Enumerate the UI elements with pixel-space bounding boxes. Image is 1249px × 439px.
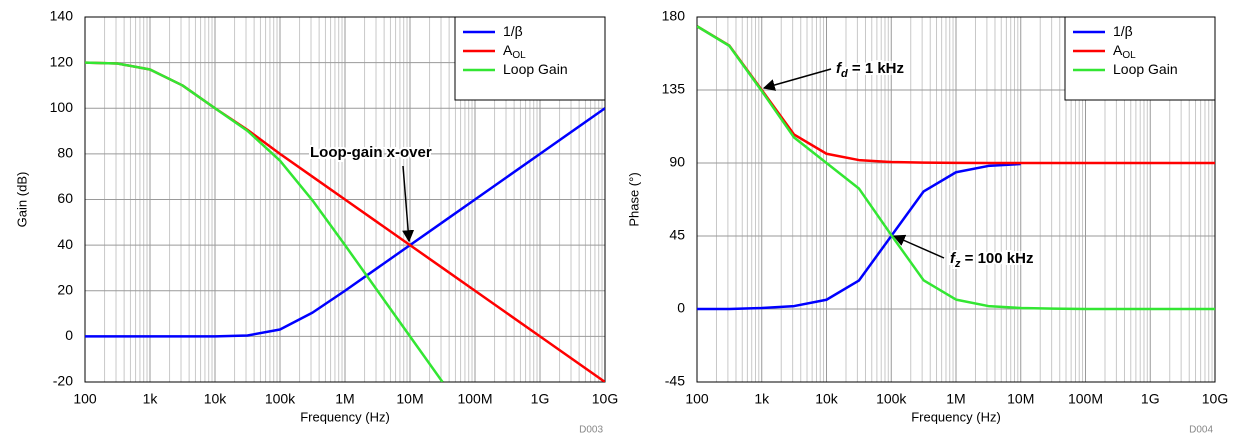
x-tick-label: 1M — [335, 391, 354, 407]
legend-label: AOL — [503, 42, 526, 61]
footnote: D004 — [1189, 425, 1213, 436]
annotation-rest: = 100 kHz — [961, 250, 1034, 267]
legend-box — [454, 16, 606, 101]
legend-label: 1/β — [503, 23, 523, 39]
y-tick-label: 180 — [662, 8, 686, 24]
x-tick-label: 100 — [685, 391, 709, 407]
x-tick-label: 100 — [73, 391, 97, 407]
x-tick-label: 100k — [265, 391, 296, 407]
annotation-arrow — [402, 165, 415, 243]
legend-name: Loop Gain — [503, 61, 568, 77]
x-axis-label: Frequency (Hz) — [911, 409, 1001, 424]
x-tick-label: 10k — [815, 391, 839, 407]
legend-name: Loop Gain — [1113, 61, 1178, 77]
y-tick-label: -20 — [53, 373, 73, 389]
y-tick-label: 140 — [50, 8, 74, 24]
y-tick-label: 120 — [50, 53, 74, 69]
annotation-symbol: f — [950, 250, 957, 267]
annotation-subscript: d — [841, 68, 848, 80]
x-tick-label: 100k — [876, 391, 907, 407]
x-tick-label: 10M — [1007, 391, 1034, 407]
footnote: D003 — [579, 425, 603, 436]
series-line — [697, 162, 1021, 311]
y-tick-label: 20 — [57, 281, 73, 297]
y-axis-label: Gain (dB) — [14, 172, 29, 228]
y-tick-label: 100 — [50, 99, 74, 115]
legend-subscript: OL — [512, 50, 526, 61]
y-tick-label: 40 — [57, 236, 73, 252]
y-tick-label: 135 — [662, 81, 686, 97]
legend-name: A — [503, 42, 513, 58]
annotation-symbol: f — [836, 60, 843, 77]
x-tick-label: 1k — [143, 391, 159, 407]
legend-box — [1064, 16, 1216, 101]
plot-frame — [696, 16, 1216, 383]
legend-label: 1/β — [1113, 23, 1133, 39]
series-line — [697, 25, 1215, 311]
annotation: fd = 1 kHz — [836, 60, 904, 80]
annotation-subscript: z — [954, 258, 961, 270]
y-axis-label: Phase (°) — [626, 172, 641, 226]
annotation: Loop-gain x-over — [310, 144, 432, 161]
x-tick-label: 1k — [754, 391, 770, 407]
series-line — [85, 107, 605, 338]
y-tick-label: -45 — [665, 373, 685, 389]
legend-name: 1/β — [503, 23, 523, 39]
annotation-arrow — [762, 68, 832, 91]
legend-name: A — [1113, 42, 1123, 58]
x-tick-label: 1M — [946, 391, 965, 407]
legend-subscript: OL — [1122, 50, 1136, 61]
y-tick-label: 80 — [57, 145, 73, 161]
x-tick-label: 1G — [531, 391, 550, 407]
y-tick-label: 0 — [677, 300, 685, 316]
annotation-arrow — [892, 234, 945, 259]
y-tick-label: 45 — [669, 227, 685, 243]
y-tick-label: 0 — [65, 327, 73, 343]
x-tick-label: 10k — [204, 391, 228, 407]
plot-frame — [84, 16, 606, 383]
annotation-text: Loop-gain x-over — [310, 144, 432, 161]
x-tick-label: 100M — [1068, 391, 1103, 407]
annotation: fz = 100 kHz — [950, 250, 1033, 270]
legend-label: Loop Gain — [1113, 61, 1178, 77]
series-line — [85, 61, 444, 382]
y-tick-label: 60 — [57, 190, 73, 206]
x-axis-label: Frequency (Hz) — [300, 409, 390, 424]
x-tick-label: 10G — [1202, 391, 1228, 407]
x-tick-label: 1G — [1141, 391, 1160, 407]
annotation-rest: = 1 kHz — [848, 60, 904, 77]
legend-label: Loop Gain — [503, 61, 568, 77]
x-tick-label: 10G — [592, 391, 618, 407]
x-tick-label: 10M — [396, 391, 423, 407]
legend-name: 1/β — [1113, 23, 1133, 39]
legend-label: AOL — [1113, 42, 1136, 61]
x-tick-label: 100M — [457, 391, 492, 407]
y-tick-label: 90 — [669, 154, 685, 170]
